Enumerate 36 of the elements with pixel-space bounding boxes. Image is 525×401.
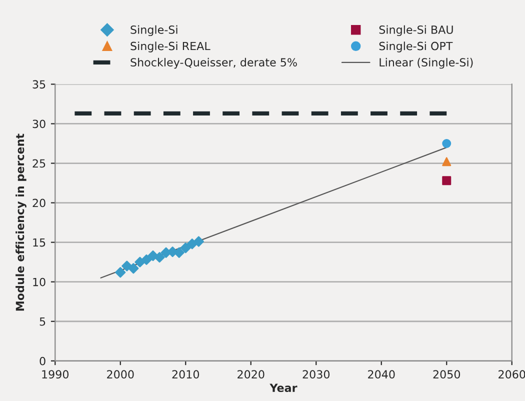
point xyxy=(193,236,204,247)
x-tick-label: 2030 xyxy=(302,370,330,379)
legend-label: Single-Si OPT xyxy=(379,42,453,52)
x-tick-label: 2050 xyxy=(433,370,460,379)
point xyxy=(122,260,132,272)
point xyxy=(128,263,139,274)
x-tick-label: 1990 xyxy=(42,370,69,379)
point xyxy=(134,256,146,268)
point xyxy=(141,254,152,266)
x-tick-label: 2040 xyxy=(368,370,395,379)
point xyxy=(180,242,191,254)
y-tick-label: 5 xyxy=(40,317,46,326)
y-axis-title: Module efficiency in percent xyxy=(16,134,26,311)
y-tick-label: 0 xyxy=(40,356,46,366)
x-tick-label: 2060 xyxy=(498,370,525,379)
point xyxy=(442,157,452,166)
point xyxy=(186,238,198,250)
y-tick-label: 25 xyxy=(32,159,46,168)
point xyxy=(442,139,452,148)
y-tick-label: 10 xyxy=(33,278,46,286)
x-axis-title: Year xyxy=(270,384,298,392)
y-tick-label: 20 xyxy=(32,198,46,208)
legend-label: Linear (Single-Si) xyxy=(380,58,473,69)
point xyxy=(442,176,452,186)
x-tick-label: 2010 xyxy=(172,370,200,379)
legend-label: Single-Si xyxy=(130,25,178,36)
y-tick-label: 15 xyxy=(33,238,46,247)
point xyxy=(154,252,165,263)
y-tick-label: 30 xyxy=(32,120,46,128)
legend-label: Single-Si REAL xyxy=(130,42,210,52)
point xyxy=(115,267,126,278)
legend-label: Single-Si BAU xyxy=(379,25,453,36)
legend-label: Shockley-Queisser, derate 5% xyxy=(130,58,297,69)
x-tick-label: 2020 xyxy=(238,370,264,379)
y-tick-label: 35 xyxy=(32,80,46,89)
x-tick-label: 2000 xyxy=(107,370,134,379)
